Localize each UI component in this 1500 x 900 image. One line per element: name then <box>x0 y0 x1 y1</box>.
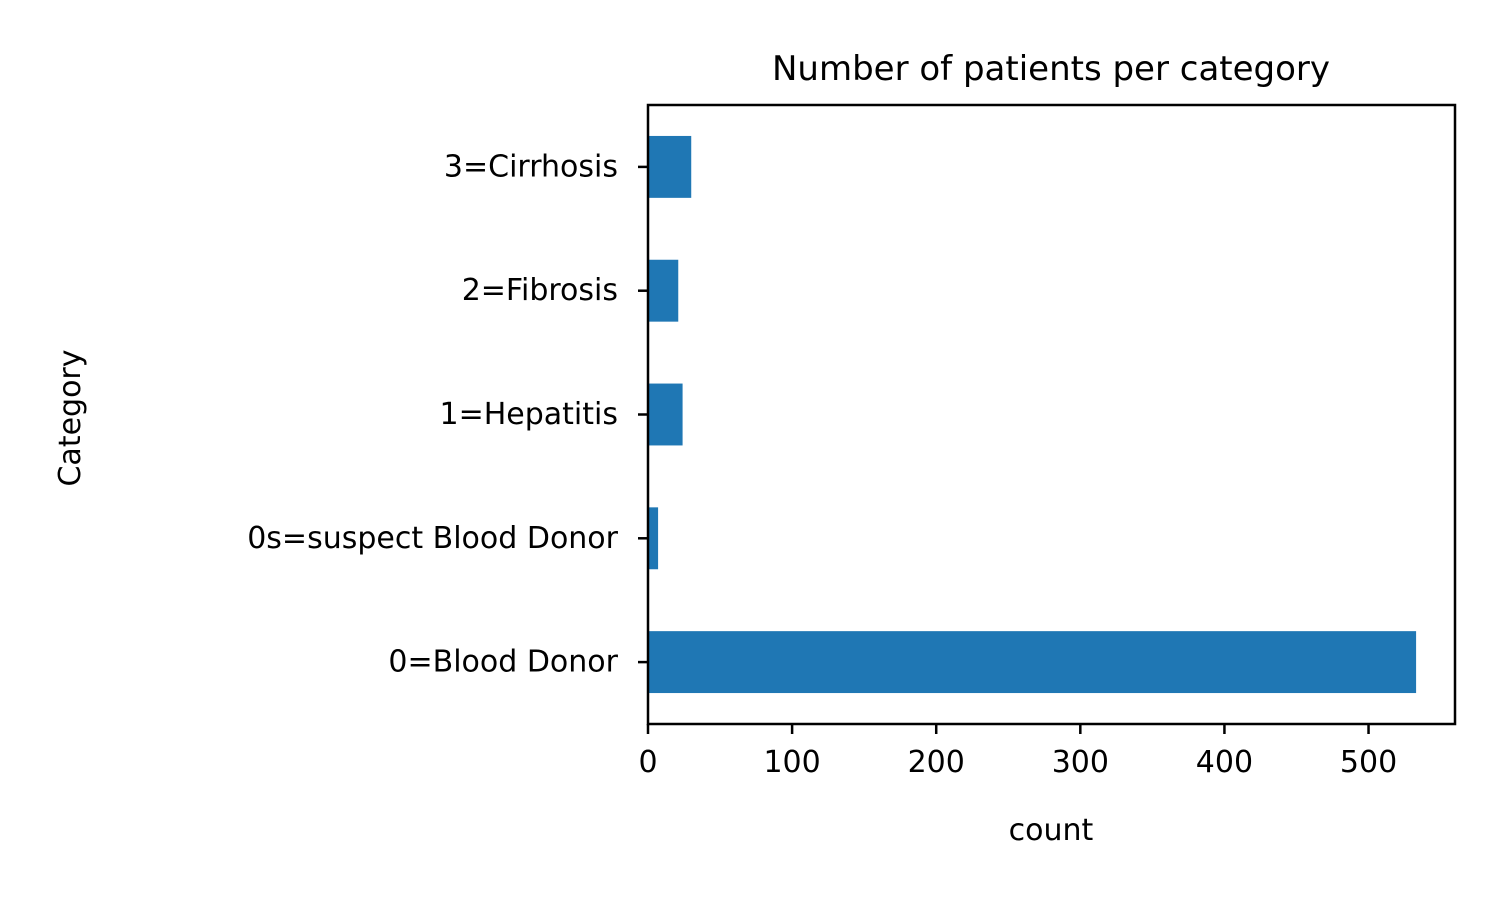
x-axis-label: count <box>1009 813 1094 848</box>
x-tick-label: 500 <box>1340 745 1397 780</box>
y-tick-label: 2=Fibrosis <box>462 273 618 308</box>
bar <box>648 631 1417 694</box>
bar <box>648 259 679 322</box>
x-axis-ticks: 0 100 200 300 400 500 <box>638 724 1397 780</box>
bar <box>648 507 659 570</box>
y-axis-ticks: 0=Blood Donor 0s=suspect Blood Donor 1=Hep… <box>247 149 648 680</box>
y-tick-label: 1=Hepatitis <box>440 397 619 432</box>
x-tick-label: 400 <box>1196 745 1253 780</box>
bar <box>648 135 692 198</box>
bars-group <box>648 135 1417 694</box>
x-tick-label: 0 <box>638 745 657 780</box>
y-tick-label: 0=Blood Donor <box>388 645 618 680</box>
x-tick-label: 200 <box>908 745 965 780</box>
chart-title: Number of patients per category <box>772 49 1330 89</box>
y-tick-label: 3=Cirrhosis <box>444 149 618 184</box>
x-tick-label: 300 <box>1052 745 1109 780</box>
y-axis-label: Category <box>53 349 88 486</box>
y-tick-label: 0s=suspect Blood Donor <box>247 521 618 556</box>
bar <box>648 383 683 446</box>
x-tick-label: 100 <box>763 745 820 780</box>
